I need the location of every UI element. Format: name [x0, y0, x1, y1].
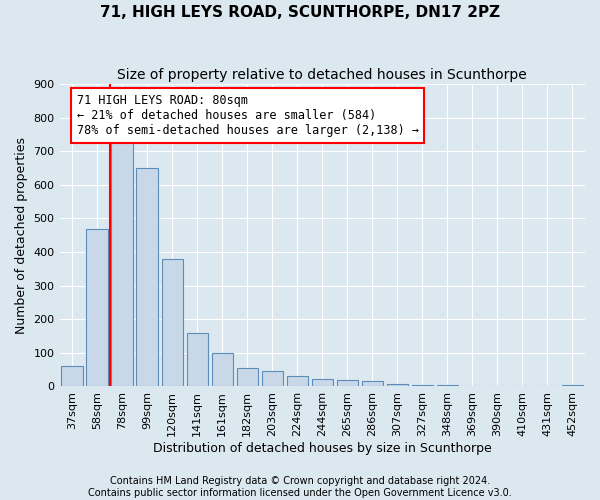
Bar: [212, 353, 233, 386]
Bar: [412, 385, 433, 386]
Bar: [262, 372, 283, 386]
Text: Contains HM Land Registry data © Crown copyright and database right 2024.
Contai: Contains HM Land Registry data © Crown c…: [88, 476, 512, 498]
Title: Size of property relative to detached houses in Scunthorpe: Size of property relative to detached ho…: [118, 68, 527, 82]
Bar: [287, 376, 308, 386]
Bar: [337, 380, 358, 386]
Bar: [362, 382, 383, 386]
Bar: [236, 368, 258, 386]
Text: 71 HIGH LEYS ROAD: 80sqm
← 21% of detached houses are smaller (584)
78% of semi-: 71 HIGH LEYS ROAD: 80sqm ← 21% of detach…: [77, 94, 419, 137]
X-axis label: Distribution of detached houses by size in Scunthorpe: Distribution of detached houses by size …: [153, 442, 491, 455]
Bar: [112, 138, 133, 386]
Bar: [136, 168, 158, 386]
Text: 71, HIGH LEYS ROAD, SCUNTHORPE, DN17 2PZ: 71, HIGH LEYS ROAD, SCUNTHORPE, DN17 2PZ: [100, 5, 500, 20]
Bar: [86, 228, 108, 386]
Bar: [562, 385, 583, 386]
Bar: [161, 259, 183, 386]
Bar: [187, 332, 208, 386]
Y-axis label: Number of detached properties: Number of detached properties: [15, 137, 28, 334]
Bar: [311, 379, 333, 386]
Bar: [61, 366, 83, 386]
Bar: [387, 384, 408, 386]
